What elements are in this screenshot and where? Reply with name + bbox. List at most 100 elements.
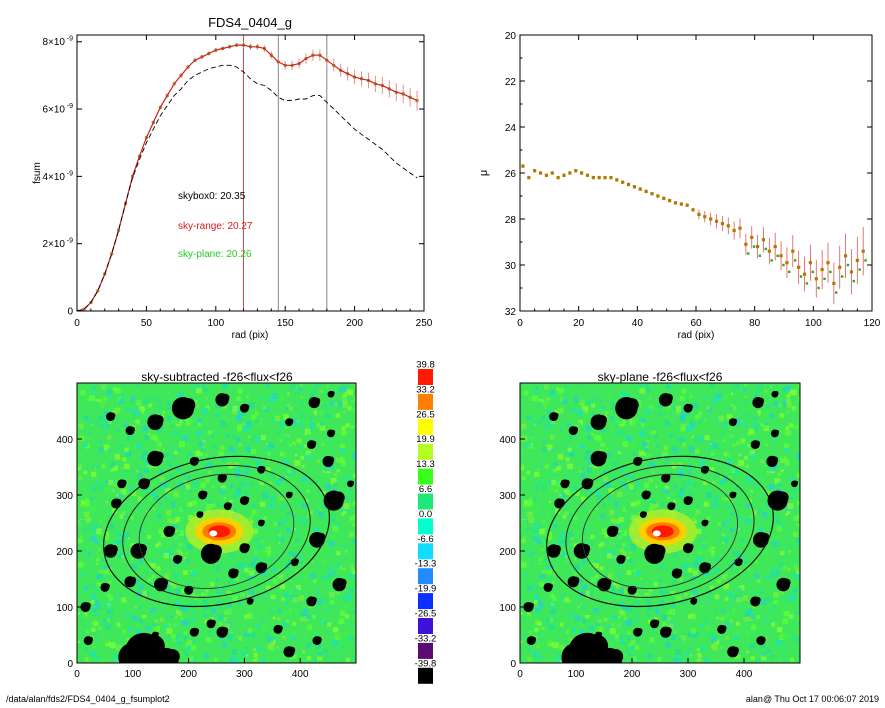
mu-point bbox=[550, 171, 554, 175]
map-noise bbox=[608, 540, 615, 546]
map-noise bbox=[737, 502, 742, 506]
map-noise bbox=[309, 416, 313, 421]
map-noise bbox=[97, 416, 102, 421]
map-noise bbox=[145, 398, 151, 404]
map-noise bbox=[111, 489, 115, 493]
mu-xtick-label: 0 bbox=[517, 318, 523, 329]
map-noise bbox=[702, 538, 708, 544]
map-noise bbox=[227, 602, 233, 608]
map-noise bbox=[692, 570, 699, 576]
map-noise bbox=[164, 590, 170, 596]
map-noise bbox=[281, 621, 287, 627]
map-noise bbox=[304, 428, 311, 435]
map-noise bbox=[95, 613, 99, 617]
map-noise bbox=[766, 502, 771, 507]
map-noise bbox=[253, 456, 257, 460]
map-noise bbox=[192, 482, 197, 487]
map-noise bbox=[530, 528, 533, 531]
mu-point bbox=[650, 192, 654, 196]
map-noise bbox=[629, 551, 632, 554]
map-noise bbox=[625, 473, 630, 478]
map-noise bbox=[647, 462, 651, 466]
map-noise bbox=[101, 464, 106, 469]
map-noise bbox=[91, 471, 97, 477]
map-noise bbox=[659, 566, 664, 570]
map-noise bbox=[295, 569, 299, 574]
map-noise bbox=[724, 597, 729, 601]
map-noise bbox=[785, 595, 788, 598]
map-noise bbox=[257, 528, 260, 531]
map-noise bbox=[548, 500, 552, 504]
map-noise bbox=[621, 640, 626, 645]
map-noise bbox=[773, 600, 778, 606]
map-noise bbox=[744, 518, 751, 524]
map-noise bbox=[547, 556, 551, 559]
map-noise bbox=[353, 473, 356, 478]
map-noise bbox=[675, 595, 682, 602]
map-noise bbox=[274, 537, 280, 542]
map-noise bbox=[628, 651, 633, 657]
map-noise bbox=[694, 449, 700, 454]
map-noise bbox=[625, 486, 628, 490]
mu-xtick-label: 100 bbox=[805, 318, 822, 329]
map-noise bbox=[784, 448, 790, 453]
map-noise bbox=[749, 643, 754, 649]
map-noise bbox=[782, 659, 788, 663]
map-noise bbox=[336, 565, 340, 569]
map-noise bbox=[121, 597, 127, 603]
map-noise bbox=[154, 619, 159, 623]
map-noise bbox=[320, 425, 324, 428]
map-noise bbox=[151, 396, 156, 401]
colorbar-swatch bbox=[418, 418, 433, 435]
map-noise bbox=[584, 399, 591, 406]
map-noise bbox=[746, 613, 750, 616]
map-noise bbox=[574, 563, 581, 570]
map-noise bbox=[710, 467, 715, 472]
map-noise bbox=[592, 524, 597, 529]
map-noise bbox=[693, 483, 697, 487]
map-noise bbox=[718, 537, 723, 542]
map-noise bbox=[221, 642, 227, 648]
mu-axes-frame bbox=[519, 34, 873, 312]
map-noise bbox=[197, 601, 201, 605]
map-noise bbox=[581, 584, 588, 591]
map-noise bbox=[690, 628, 696, 634]
map-noise bbox=[271, 483, 277, 489]
masked-source bbox=[330, 391, 335, 396]
map-noise bbox=[534, 620, 540, 626]
map-noise bbox=[577, 605, 581, 609]
map-noise bbox=[284, 426, 289, 430]
map-noise bbox=[289, 657, 292, 660]
map-noise bbox=[548, 486, 555, 493]
map-noise bbox=[715, 483, 721, 489]
map-noise bbox=[292, 553, 298, 559]
map-noise bbox=[798, 588, 800, 592]
map-noise bbox=[649, 387, 653, 390]
map-noise bbox=[702, 422, 705, 425]
mu-point bbox=[767, 249, 771, 253]
map-noise bbox=[737, 408, 742, 412]
map-noise bbox=[99, 439, 102, 443]
map-noise bbox=[679, 411, 683, 415]
map-noise bbox=[559, 493, 563, 497]
map-noise bbox=[707, 632, 714, 638]
map-noise bbox=[171, 446, 174, 450]
map-noise bbox=[322, 470, 326, 474]
profile-xtick-label: 0 bbox=[74, 318, 80, 329]
map-noise bbox=[278, 522, 282, 527]
profile-point bbox=[200, 55, 204, 59]
map-noise bbox=[180, 588, 186, 594]
map-noise bbox=[610, 460, 617, 467]
map-noise bbox=[174, 588, 181, 595]
map-noise bbox=[686, 425, 693, 432]
map-noise bbox=[293, 460, 299, 466]
map-noise bbox=[203, 437, 207, 440]
map-noise bbox=[94, 539, 100, 544]
profile-ytick-label: 4×10 bbox=[42, 172, 65, 183]
map-noise bbox=[304, 568, 307, 571]
map-noise bbox=[113, 540, 118, 545]
map-noise bbox=[617, 572, 622, 576]
map-noise bbox=[145, 625, 151, 631]
map-noise bbox=[554, 482, 560, 488]
